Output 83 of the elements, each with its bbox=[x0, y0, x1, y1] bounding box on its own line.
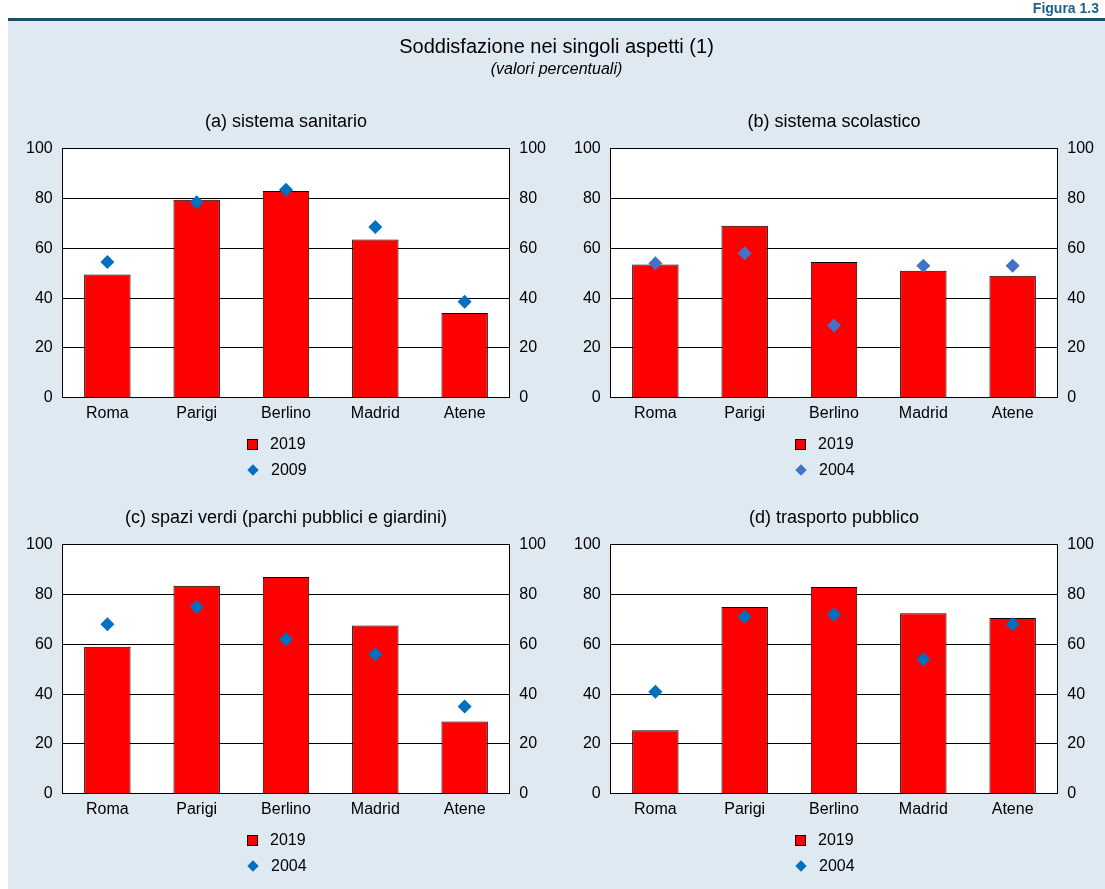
y-tick-label: 80 bbox=[582, 584, 601, 602]
chart-title: (d) trasporto pubblico bbox=[748, 506, 920, 527]
x-tick-label: Madrid bbox=[898, 799, 948, 817]
y2-tick-label: 0 bbox=[519, 784, 529, 802]
y-tick-label: 40 bbox=[34, 684, 53, 702]
y-tick-label: 20 bbox=[582, 734, 601, 752]
y-tick-label: 100 bbox=[573, 535, 601, 553]
x-tick-label: Parigi bbox=[176, 799, 218, 817]
x-tick-label: Berlino bbox=[809, 403, 859, 421]
x-tick-label: Roma bbox=[86, 403, 129, 421]
x-tick-label: Madrid bbox=[350, 799, 400, 817]
y2-tick-label: 80 bbox=[1067, 188, 1086, 206]
y2-tick-label: 60 bbox=[519, 634, 538, 652]
y-tick-label: 0 bbox=[43, 388, 53, 406]
y2-tick-label: 60 bbox=[1067, 634, 1086, 652]
x-tick-label: Parigi bbox=[724, 403, 766, 421]
legend-label: 2019 bbox=[270, 831, 306, 849]
x-tick-label: Roma bbox=[634, 799, 677, 817]
y2-tick-label: 80 bbox=[519, 584, 538, 602]
y-tick-label: 0 bbox=[591, 784, 601, 802]
chart-title: (b) sistema scolastico bbox=[747, 110, 921, 131]
legend-label: 2004 bbox=[819, 461, 855, 479]
y2-tick-label: 20 bbox=[1067, 734, 1086, 752]
legend-label: 2019 bbox=[270, 435, 306, 453]
x-tick-label: Atene bbox=[991, 799, 1034, 817]
y2-tick-label: 60 bbox=[1067, 238, 1086, 256]
y2-tick-label: 100 bbox=[519, 535, 547, 553]
y2-tick-label: 40 bbox=[1067, 288, 1086, 306]
y2-tick-label: 0 bbox=[519, 388, 529, 406]
y2-tick-label: 80 bbox=[519, 188, 538, 206]
text: Figura 1.3 bbox=[1032, 0, 1099, 16]
y-tick-label: 80 bbox=[582, 188, 601, 206]
y-tick-label: 20 bbox=[34, 338, 53, 356]
legend-label: 2019 bbox=[818, 435, 854, 453]
legend-label: 2004 bbox=[271, 857, 307, 875]
x-tick-label: Atene bbox=[991, 403, 1034, 421]
y2-tick-label: 60 bbox=[519, 238, 538, 256]
x-tick-label: Roma bbox=[634, 403, 677, 421]
y2-tick-label: 40 bbox=[519, 288, 538, 306]
y2-tick-label: 0 bbox=[1067, 784, 1077, 802]
y-tick-label: 80 bbox=[34, 188, 53, 206]
legend-label: 2019 bbox=[818, 831, 854, 849]
y2-tick-label: 20 bbox=[519, 338, 538, 356]
y-tick-label: 40 bbox=[34, 288, 53, 306]
y-tick-label: 100 bbox=[25, 139, 53, 157]
y-tick-label: 80 bbox=[34, 584, 53, 602]
y-tick-label: 100 bbox=[573, 139, 601, 157]
y2-tick-label: 40 bbox=[1067, 684, 1086, 702]
chart-title: (a) sistema sanitario bbox=[204, 110, 368, 131]
y-tick-label: 60 bbox=[34, 238, 53, 256]
y-tick-label: 40 bbox=[582, 684, 601, 702]
y-tick-label: 60 bbox=[582, 238, 601, 256]
x-tick-label: Madrid bbox=[898, 403, 948, 421]
y2-tick-label: 100 bbox=[1067, 535, 1095, 553]
x-tick-label: Atene bbox=[443, 403, 486, 421]
text: (valori percentuali) bbox=[489, 60, 624, 78]
y-tick-label: 20 bbox=[582, 338, 601, 356]
y-tick-label: 60 bbox=[34, 634, 53, 652]
y2-tick-label: 80 bbox=[1067, 584, 1086, 602]
x-tick-label: Parigi bbox=[724, 799, 766, 817]
chart-title: (c) spazi verdi (parchi pubblici e giardini) bbox=[124, 506, 448, 527]
y2-tick-label: 100 bbox=[519, 139, 547, 157]
y2-tick-label: 0 bbox=[1067, 388, 1077, 406]
x-tick-label: Parigi bbox=[176, 403, 218, 421]
y2-tick-label: 40 bbox=[519, 684, 538, 702]
x-tick-label: Berlino bbox=[261, 403, 311, 421]
y-tick-label: 100 bbox=[25, 535, 53, 553]
legend-label: 2009 bbox=[271, 461, 307, 479]
legend-label: 2004 bbox=[819, 857, 855, 875]
x-tick-label: Berlino bbox=[809, 799, 859, 817]
x-tick-label: Roma bbox=[86, 799, 129, 817]
x-tick-label: Atene bbox=[443, 799, 486, 817]
x-tick-label: Berlino bbox=[261, 799, 311, 817]
y-tick-label: 40 bbox=[582, 288, 601, 306]
text: Soddisfazione nei singoli aspetti (1) bbox=[398, 35, 715, 58]
y-tick-label: 20 bbox=[34, 734, 53, 752]
y-tick-label: 0 bbox=[43, 784, 53, 802]
y-tick-label: 60 bbox=[582, 634, 601, 652]
y2-tick-label: 20 bbox=[519, 734, 538, 752]
y2-tick-label: 20 bbox=[1067, 338, 1086, 356]
y-tick-label: 0 bbox=[591, 388, 601, 406]
y2-tick-label: 100 bbox=[1067, 139, 1095, 157]
x-tick-label: Madrid bbox=[350, 403, 400, 421]
